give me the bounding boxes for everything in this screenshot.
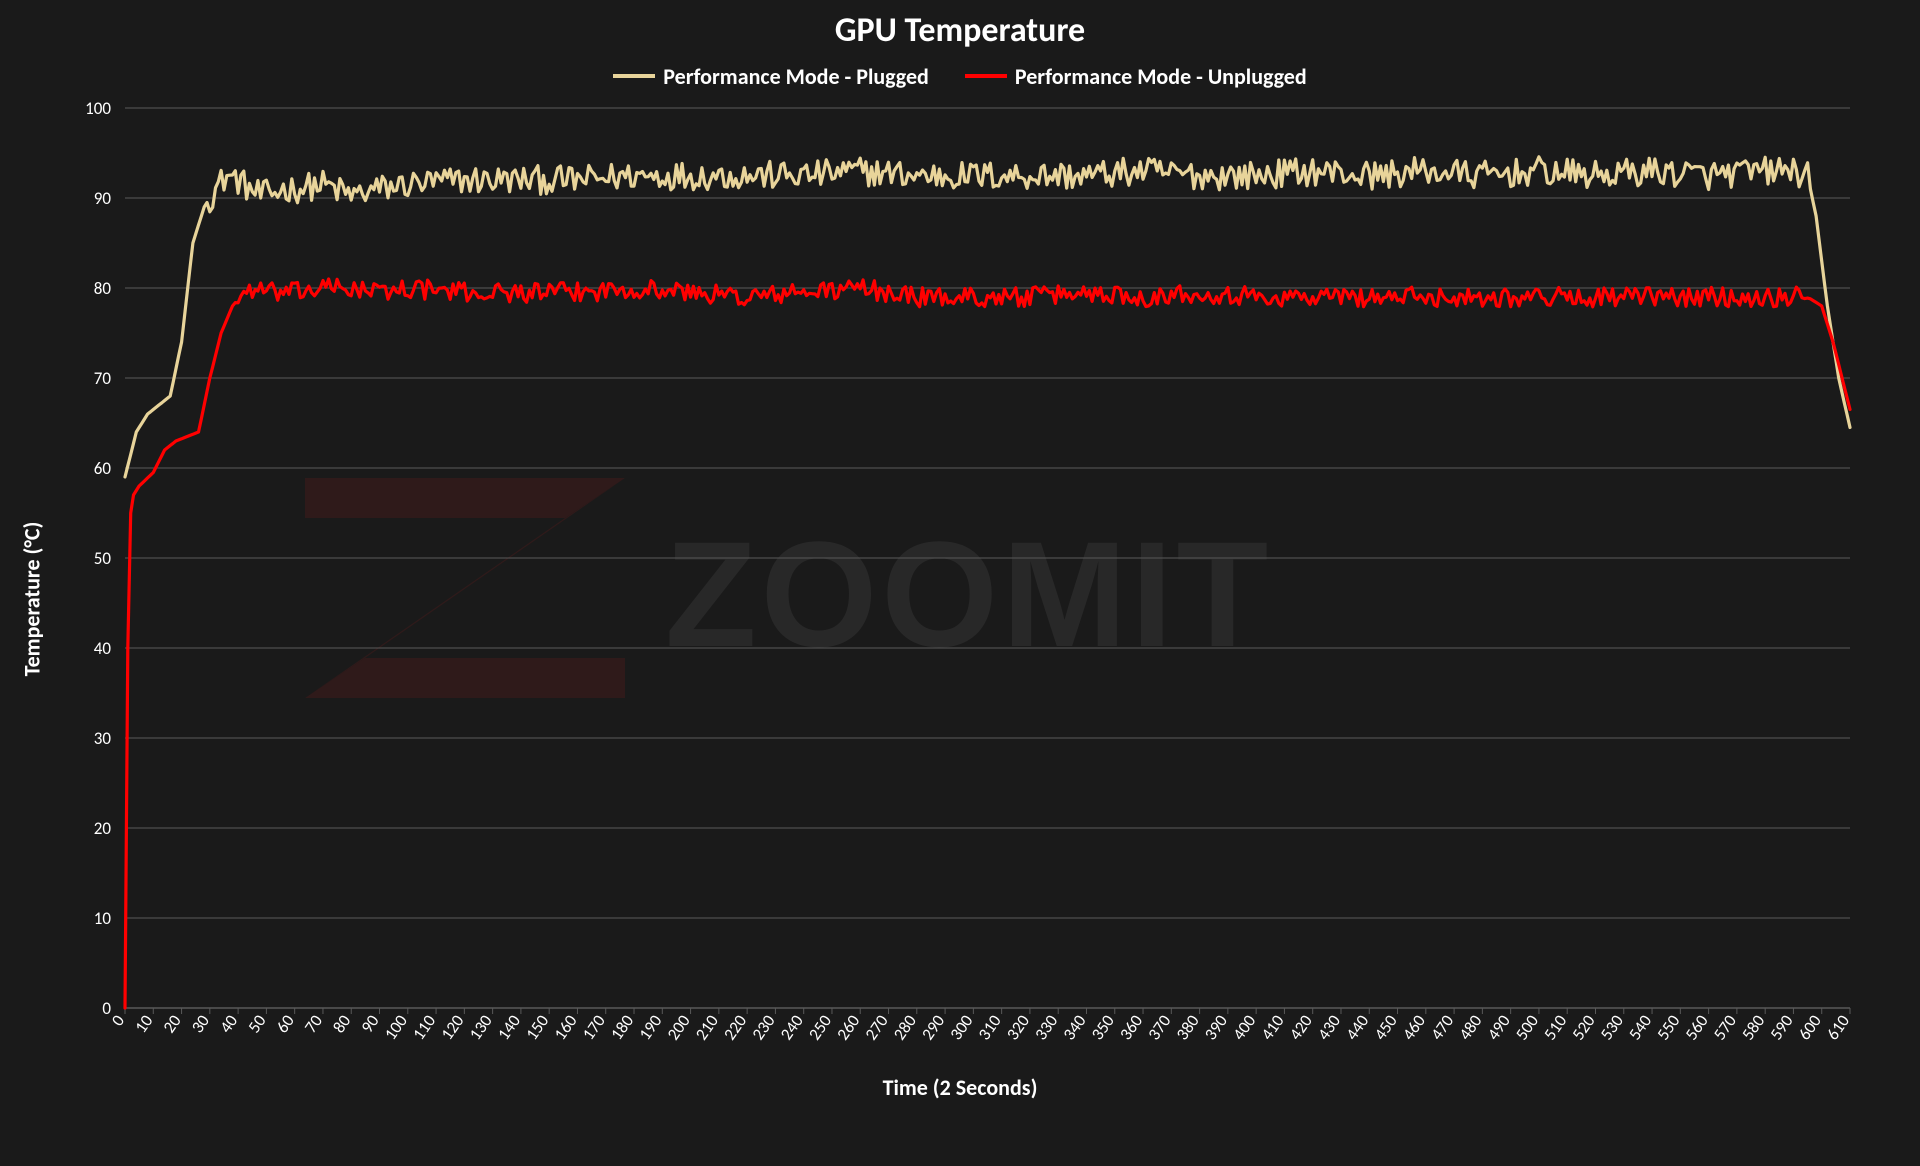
x-tick-label: 240 [776, 1010, 808, 1044]
y-tick-label: 70 [94, 368, 112, 389]
series-line [125, 156, 1850, 476]
x-tick-label: 430 [1313, 1010, 1345, 1044]
x-tick-label: 10 [130, 1010, 157, 1036]
chart-title: GPU Temperature [40, 10, 1880, 51]
x-tick-label: 110 [408, 1010, 440, 1044]
x-tick-label: 490 [1483, 1010, 1515, 1044]
x-tick-label: 310 [974, 1010, 1006, 1044]
x-tick-label: 580 [1737, 1010, 1769, 1044]
legend-item: Performance Mode - Plugged [613, 63, 929, 90]
chart-container: GPU Temperature Performance Mode - Plugg… [0, 0, 1920, 1166]
watermark: ZOOMIT [305, 478, 1272, 698]
x-tick-label: 330 [1030, 1010, 1062, 1044]
x-tick-label: 340 [1059, 1010, 1091, 1044]
x-axis-label: Time (2 Seconds) [40, 1074, 1880, 1101]
x-tick-label: 590 [1766, 1010, 1798, 1044]
x-tick-label: 350 [1087, 1010, 1119, 1044]
y-tick-label: 20 [94, 818, 112, 839]
x-tick-label: 600 [1794, 1010, 1826, 1044]
x-tick-label: 270 [861, 1010, 893, 1044]
legend-swatch [613, 74, 655, 78]
legend-label: Performance Mode - Unplugged [1015, 63, 1307, 90]
x-tick-label: 300 [945, 1010, 977, 1044]
chart-svg: ZOOMIT0102030405060708090100010203040506… [40, 98, 1860, 1068]
x-tick-label: 150 [521, 1010, 553, 1044]
x-tick-label: 200 [663, 1010, 695, 1044]
x-tick-label: 0 [107, 1010, 129, 1029]
x-tick-label: 280 [889, 1010, 921, 1044]
x-tick-label: 400 [1228, 1010, 1260, 1044]
x-tick-label: 360 [1115, 1010, 1147, 1044]
legend: Performance Mode - Plugged Performance Mo… [40, 57, 1880, 90]
y-tick-label: 30 [94, 728, 112, 749]
x-tick-label: 410 [1256, 1010, 1288, 1044]
x-tick-label: 70 [300, 1010, 327, 1036]
x-tick-label: 440 [1341, 1010, 1373, 1044]
x-tick-label: 130 [465, 1010, 497, 1044]
y-tick-label: 60 [94, 458, 112, 479]
x-tick-label: 40 [215, 1010, 242, 1036]
x-tick-label: 480 [1454, 1010, 1486, 1044]
x-tick-label: 520 [1568, 1010, 1600, 1044]
y-tick-label: 50 [94, 548, 112, 569]
y-tick-label: 90 [94, 188, 112, 209]
x-tick-label: 180 [606, 1010, 638, 1044]
x-tick-label: 290 [917, 1010, 949, 1044]
y-tick-label: 80 [94, 278, 112, 299]
legend-label: Performance Mode - Plugged [663, 63, 929, 90]
legend-swatch [965, 74, 1007, 78]
x-tick-label: 460 [1398, 1010, 1430, 1044]
x-tick-label: 500 [1511, 1010, 1543, 1044]
x-tick-label: 20 [159, 1010, 186, 1036]
x-tick-label: 610 [1822, 1010, 1854, 1044]
x-tick-label: 210 [691, 1010, 723, 1044]
x-tick-label: 320 [1002, 1010, 1034, 1044]
x-tick-label: 540 [1624, 1010, 1656, 1044]
y-tick-label: 10 [94, 908, 112, 929]
x-tick-label: 50 [243, 1010, 270, 1036]
x-tick-label: 190 [634, 1010, 666, 1044]
svg-text:ZOOMIT: ZOOMIT [665, 510, 1272, 678]
x-tick-label: 260 [832, 1010, 864, 1044]
y-tick-label: 40 [94, 638, 112, 659]
y-tick-label: 100 [85, 98, 111, 119]
x-tick-label: 220 [719, 1010, 751, 1044]
legend-item: Performance Mode - Unplugged [965, 63, 1307, 90]
x-tick-label: 60 [272, 1010, 299, 1036]
x-tick-label: 370 [1143, 1010, 1175, 1044]
x-tick-label: 550 [1652, 1010, 1684, 1044]
x-tick-label: 380 [1172, 1010, 1204, 1044]
y-axis-label: Temperature (°C) [19, 522, 46, 677]
x-tick-label: 30 [187, 1010, 214, 1036]
x-tick-label: 230 [747, 1010, 779, 1044]
x-tick-label: 140 [493, 1010, 525, 1044]
x-tick-label: 570 [1709, 1010, 1741, 1044]
x-tick-label: 250 [804, 1010, 836, 1044]
x-tick-label: 390 [1200, 1010, 1232, 1044]
chart-area: Temperature (°C) ZOOMIT01020304050607080… [40, 98, 1880, 1101]
x-tick-label: 470 [1426, 1010, 1458, 1044]
x-tick-label: 100 [380, 1010, 412, 1044]
x-tick-label: 420 [1285, 1010, 1317, 1044]
x-tick-label: 120 [436, 1010, 468, 1044]
x-tick-label: 450 [1370, 1010, 1402, 1044]
x-tick-label: 530 [1596, 1010, 1628, 1044]
x-tick-label: 160 [550, 1010, 582, 1044]
x-tick-label: 170 [578, 1010, 610, 1044]
x-tick-label: 80 [328, 1010, 355, 1036]
x-tick-label: 510 [1539, 1010, 1571, 1044]
x-tick-label: 560 [1681, 1010, 1713, 1044]
